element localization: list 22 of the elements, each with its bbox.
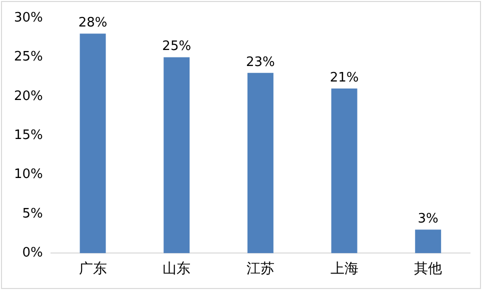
- data-label: 23%: [246, 54, 275, 70]
- y-tick-label: 25%: [14, 50, 43, 65]
- bar: [164, 57, 190, 254]
- x-tick-label: 广东: [78, 261, 107, 278]
- data-label: 25%: [162, 39, 192, 54]
- data-label: 3%: [418, 212, 438, 227]
- bar: [331, 88, 358, 254]
- y-tick-label: 20%: [14, 88, 43, 104]
- x-tick-label: 其他: [414, 261, 442, 278]
- data-label: 28%: [78, 16, 108, 31]
- x-tick-label: 江苏: [246, 261, 274, 278]
- bar: [415, 230, 442, 254]
- x-tick-label: 上海: [330, 261, 358, 278]
- y-tick-label: 0%: [22, 246, 43, 261]
- y-tick-label: 15%: [14, 128, 43, 143]
- y-tick-label: 10%: [14, 167, 43, 182]
- y-tick-label: 5%: [22, 206, 43, 222]
- bar: [80, 34, 106, 254]
- x-tick-label: 山东: [162, 261, 191, 278]
- data-label: 21%: [330, 70, 359, 86]
- bar: [247, 72, 274, 254]
- y-tick-label: 30%: [14, 10, 43, 26]
